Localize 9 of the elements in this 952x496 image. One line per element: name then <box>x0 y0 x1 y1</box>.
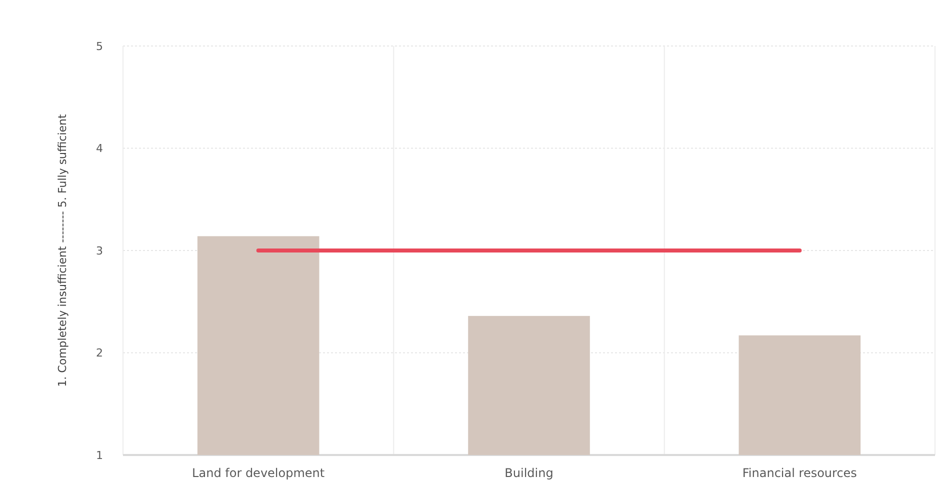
x-tick-label: Financial resources <box>742 466 857 480</box>
y-tick-label: 1 <box>96 448 103 462</box>
x-tick-label: Land for development <box>192 466 325 480</box>
y-axis-title: 1. Completely insufficient -------- 5. Fully sufficient <box>56 113 69 387</box>
x-tick-label: Building <box>504 466 554 480</box>
y-tick-label: 3 <box>96 244 103 258</box>
y-tick-label: 5 <box>96 40 103 53</box>
y-tick-label: 4 <box>96 142 103 156</box>
y-tick-label: 2 <box>96 346 103 360</box>
